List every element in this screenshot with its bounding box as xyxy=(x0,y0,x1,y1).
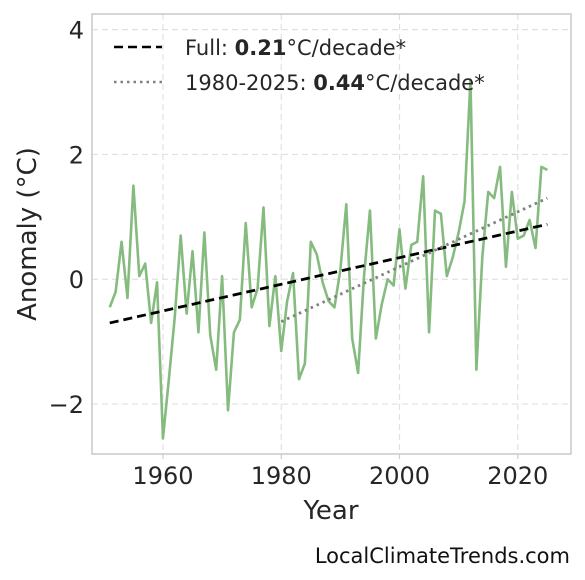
series-full-trend-line xyxy=(109,222,548,325)
y-tick-label-1: 0 xyxy=(69,266,84,294)
series-layer xyxy=(108,78,548,440)
plot-area xyxy=(91,13,572,455)
legend-full-suffix: °C/decade* xyxy=(287,36,407,60)
y-axis-ticks: −2 0 2 4 xyxy=(49,17,84,419)
watermark: LocalClimateTrends.com xyxy=(314,544,570,568)
legend-label-full: Full: 0.21°C/decade* xyxy=(185,36,406,60)
y-tick-label-2: 2 xyxy=(69,141,84,169)
x-tick-label-2: 2000 xyxy=(369,462,430,490)
legend: Full: 0.21°C/decade* 1980-2025: 0.44°C/d… xyxy=(114,36,485,95)
legend-1980-value: 0.44 xyxy=(313,71,365,95)
legend-1980-prefix: 1980-2025: xyxy=(185,71,313,95)
y-tick-label-0: −2 xyxy=(49,391,84,419)
legend-full-prefix: Full: xyxy=(185,36,235,60)
x-tick-label-0: 1960 xyxy=(132,462,193,490)
legend-1980-suffix: °C/decade* xyxy=(365,71,485,95)
legend-full-value: 0.21 xyxy=(235,36,287,60)
x-axis-ticks: 1960 1980 2000 2020 xyxy=(132,454,548,490)
legend-label-1980-2025: 1980-2025: 0.44°C/decade* xyxy=(185,71,485,95)
y-tick-label-3: 4 xyxy=(69,17,84,45)
x-axis-title: Year xyxy=(302,496,358,526)
series-anomaly-line xyxy=(108,78,548,440)
x-tick-label-1: 1980 xyxy=(251,462,312,490)
x-tick-label-3: 2020 xyxy=(487,462,548,490)
y-axis-title: Anomaly (°C) xyxy=(13,147,43,321)
